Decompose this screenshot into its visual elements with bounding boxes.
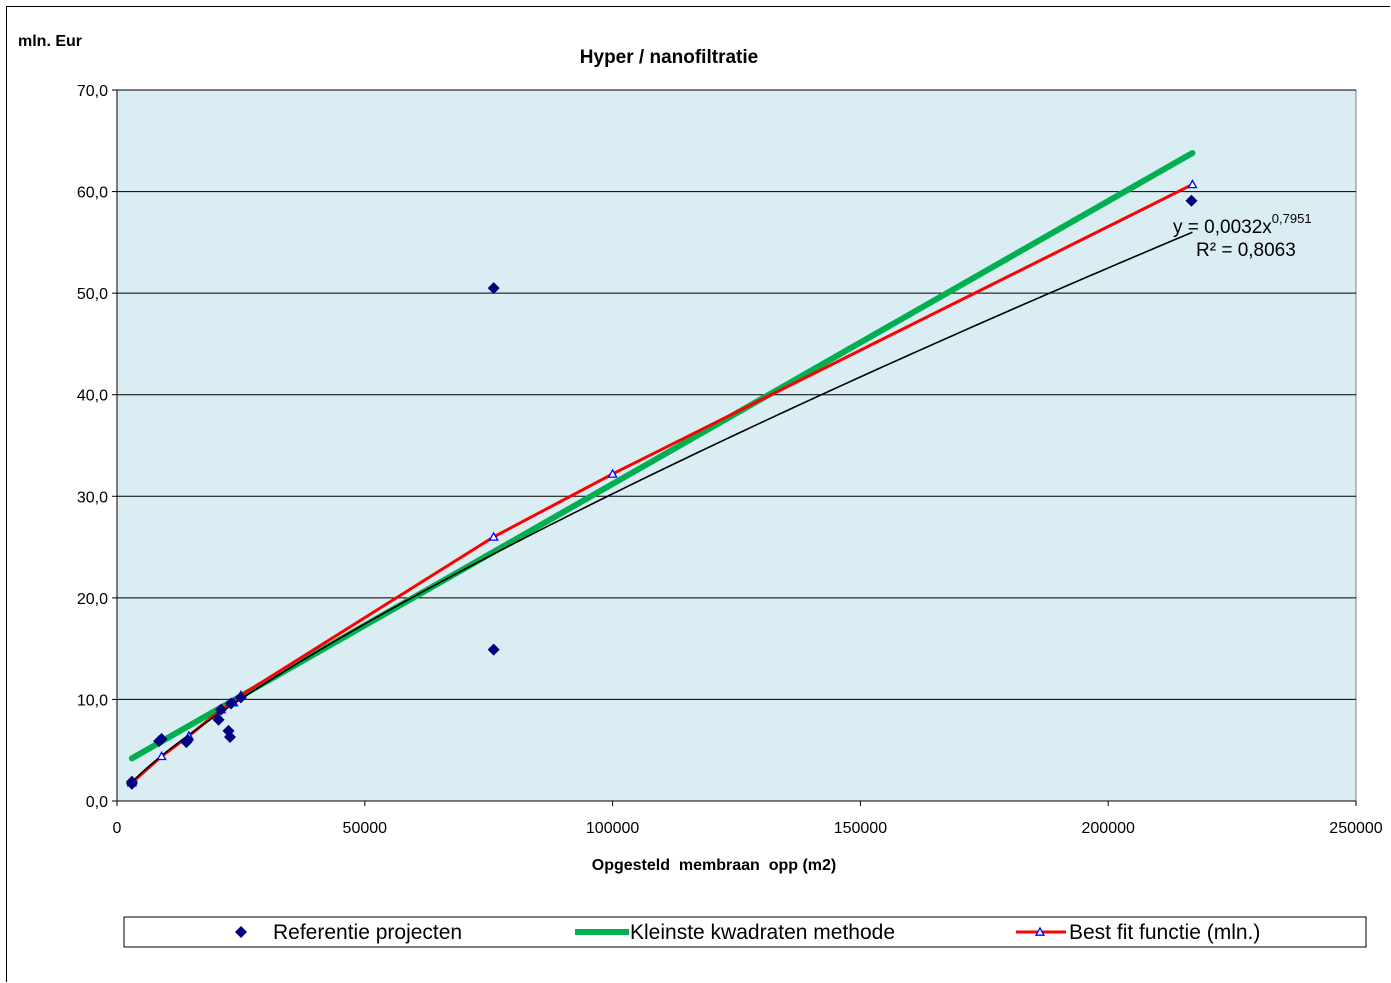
best-fit-point [488, 531, 499, 541]
chart-title: Hyper / nanofiltratie [580, 47, 758, 68]
x-tick-label: 150000 [834, 820, 887, 837]
best-fit-point [156, 750, 167, 761]
legend-label-best-fit: Best fit functie (mln.) [1069, 921, 1260, 944]
data-point [1185, 194, 1198, 207]
data-point [155, 733, 168, 746]
data-point [487, 282, 500, 295]
data-point [181, 734, 194, 747]
gridlines [117, 89, 1356, 700]
chart-frame [6, 6, 1390, 982]
plot-area [116, 89, 1357, 802]
data-point [223, 731, 236, 744]
data-point [215, 703, 228, 716]
data-point [224, 697, 237, 710]
x-tick-label: 100000 [586, 820, 639, 837]
r-squared: R² = 0,8063 [1196, 240, 1296, 261]
y-tick-label: 30,0 [77, 489, 108, 506]
data-point [212, 713, 225, 726]
y-tick-label: 20,0 [77, 591, 108, 608]
y-tick-label: 10,0 [77, 692, 108, 709]
legend-label-kleinste: Kleinste kwadraten methode [630, 921, 895, 944]
axes [112, 89, 1357, 806]
data-point [125, 777, 138, 790]
legend-marker-triangle [1034, 926, 1046, 936]
data-point [234, 691, 247, 704]
equation-base: y = 0,0032x [1173, 217, 1272, 238]
legend-box [123, 916, 1367, 948]
x-tick-label: 50000 [343, 820, 388, 837]
series-layer [125, 149, 1198, 790]
trendline-power [131, 231, 1193, 783]
y-tick-label: 0,0 [86, 794, 108, 811]
equation-exponent: 0,7951 [1272, 211, 1312, 226]
legend: Referentie projecten Kleinste kwadraten … [123, 916, 1367, 948]
x-tick-label: 0 [113, 820, 122, 837]
data-point [487, 643, 500, 656]
tick-labels: 0,0 10,0 20,0 30,0 40,0 50,0 60,0 70,0 0 50000 100… [77, 83, 1383, 837]
x-tick-label: 250000 [1329, 820, 1382, 837]
y-axis-label: mln. Eur [18, 33, 82, 50]
best-fit-point [1187, 179, 1198, 189]
y-tick-label: 70,0 [77, 83, 108, 100]
legend-label-referentie: Referentie projecten [273, 921, 462, 944]
y-tick-label: 40,0 [77, 388, 108, 405]
y-tick-label: 50,0 [77, 286, 108, 303]
svg-text:y = 0,0032x0,7951: y = 0,0032x0,7951 [1173, 211, 1312, 238]
trendline-equation: y = 0,0032x0,7951 R² = 0,8063 [1173, 211, 1312, 261]
best-fit-point [607, 468, 618, 478]
y-tick-label: 60,0 [77, 185, 108, 202]
legend-marker-diamond [235, 926, 247, 938]
x-axis-label: Opgesteld membraan opp (m2) [592, 857, 836, 874]
x-tick-label: 200000 [1082, 820, 1135, 837]
